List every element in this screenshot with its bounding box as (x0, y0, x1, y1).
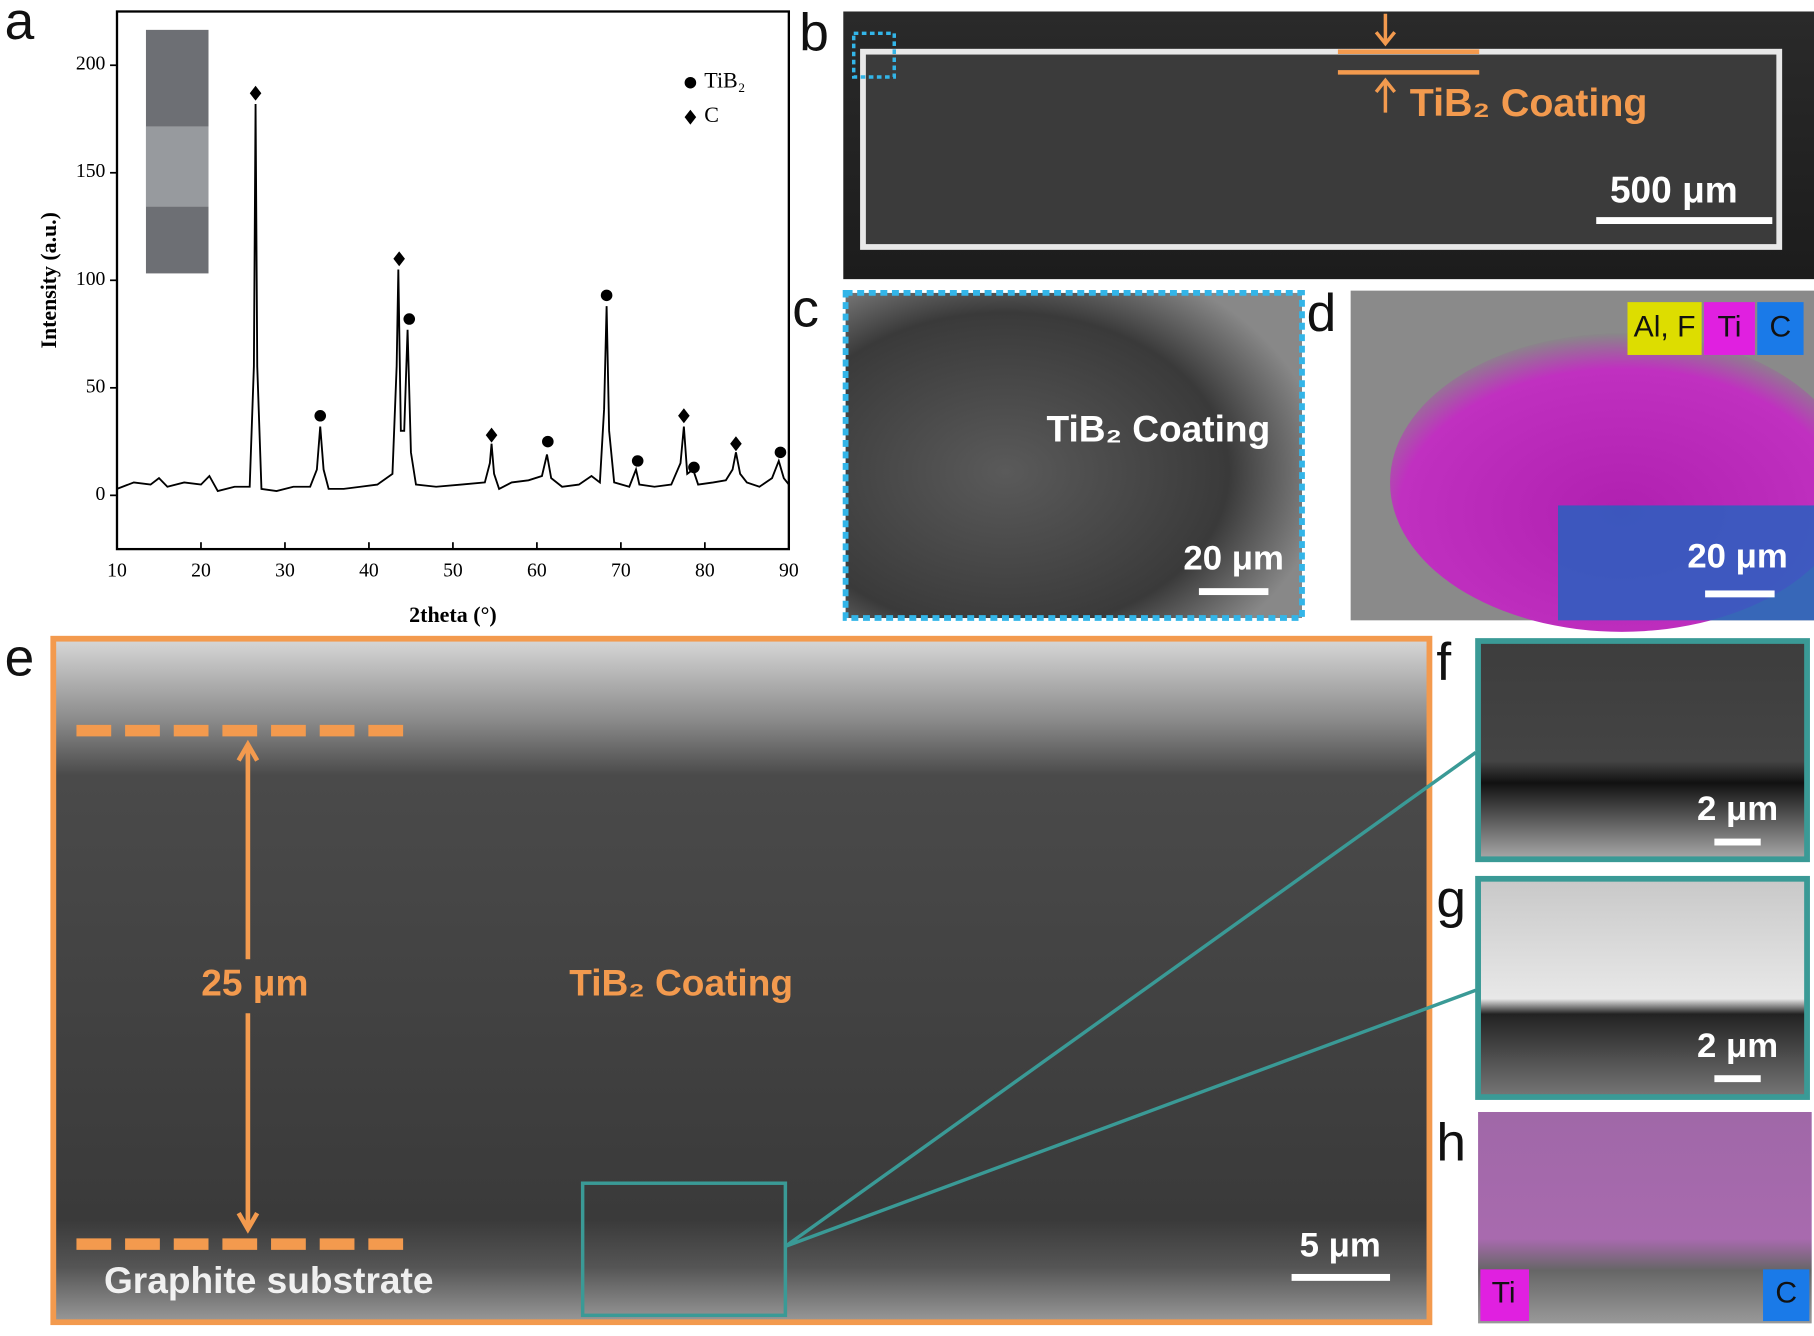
x-tick-label: 50 (443, 561, 463, 582)
scale-bar (1291, 1273, 1391, 1281)
x-tick-label: 10 (107, 561, 127, 582)
scale-label: 20 μm (1687, 538, 1787, 576)
marker (314, 410, 327, 422)
legend-label: C (1770, 311, 1792, 344)
scale-label: 2 μm (1697, 790, 1778, 828)
sem-image (842, 290, 1305, 621)
sem-image (1475, 875, 1810, 1100)
sem-image (1475, 638, 1810, 863)
legend-box (1703, 302, 1755, 355)
x-tick-label: 40 (359, 561, 379, 582)
y-tick-label: 200 (76, 54, 106, 75)
arrows (236, 739, 260, 1234)
legend-label: Ti (1492, 1277, 1516, 1310)
legend-label: TiB₂ (704, 68, 745, 93)
marker (485, 427, 498, 443)
marker (542, 435, 554, 448)
annotation: Graphite substrate (104, 1260, 434, 1301)
scale-label: 500 μm (1610, 170, 1738, 211)
x-tick-label: 90 (779, 561, 799, 582)
legend-label: C (704, 102, 719, 127)
marker (393, 251, 405, 267)
legend-label: C (1775, 1277, 1797, 1310)
marker (403, 313, 416, 325)
scale-bar (1705, 590, 1775, 598)
marker (688, 461, 700, 474)
annotation: TiB₂ Coating (1047, 409, 1271, 450)
panel-label: d (1307, 284, 1337, 343)
sem-image (1478, 1111, 1812, 1324)
scale-bar (1596, 217, 1773, 225)
marker (730, 436, 742, 452)
scale-label: 20 μm (1183, 540, 1283, 578)
x-tick-label: 70 (611, 561, 631, 582)
xrd-chart: 10 20 30 40 50 60 70 80 90 0 50 100 150 200 2theta (°)… (36, 10, 799, 627)
x-tick-label: 80 (695, 561, 715, 582)
sem-image (50, 635, 1433, 1326)
marker (678, 408, 690, 424)
scale-label: 2 μm (1697, 1027, 1778, 1065)
legend-box (1757, 302, 1804, 355)
x-tick-label: 60 (527, 561, 547, 582)
panel-label: b (799, 4, 829, 63)
zoom-box (580, 1181, 788, 1318)
annotation: 25 μm (201, 962, 308, 1003)
x-tick-label: 30 (275, 561, 295, 582)
panel-label: a (5, 0, 35, 51)
scale-bar (1198, 588, 1269, 596)
zoom-lines (784, 751, 1477, 1249)
marker (631, 455, 644, 467)
legend-label: Ti (1717, 311, 1741, 344)
y-tick-label: 50 (86, 376, 106, 397)
panel-label: c (792, 280, 819, 339)
annotation: TiB₂ Coating (1410, 81, 1648, 125)
x-tick-label: 20 (191, 561, 211, 582)
panel-label: f (1436, 633, 1451, 692)
arrows (1374, 13, 1397, 113)
legend-label: Al, F (1634, 311, 1696, 344)
marker (600, 289, 613, 302)
scale-bar (1714, 1075, 1761, 1083)
y-tick-label: 100 (76, 269, 106, 290)
xrd-line (116, 103, 790, 493)
inset-coating (145, 126, 209, 207)
zoom-box (851, 31, 896, 79)
plot-frame (115, 10, 791, 551)
scale-label: 5 μm (1300, 1227, 1381, 1265)
panels: a b TiB₂ Coating 500 μm c TiB₂ Coating 2… (5, 0, 1814, 1326)
y-axis-label: Intensity (a.u.) (36, 212, 61, 348)
panel-label: h (1436, 1114, 1466, 1173)
marker (774, 446, 787, 459)
sample-section (860, 48, 1783, 250)
y-tick-label: 0 (96, 484, 106, 505)
legend-box (1763, 1269, 1810, 1322)
map-c (1558, 505, 1814, 621)
legend-box (1627, 302, 1702, 355)
marker (249, 85, 262, 101)
x-axis-label: 2theta (°) (409, 602, 497, 627)
annotation: TiB₂ Coating (569, 962, 793, 1003)
legend-box (1480, 1269, 1530, 1322)
scale-bar (1714, 838, 1761, 846)
panel-label: g (1436, 870, 1466, 929)
marker (684, 109, 697, 125)
marker (684, 76, 697, 89)
panel-label: e (5, 629, 35, 688)
y-tick-label: 150 (76, 161, 106, 182)
